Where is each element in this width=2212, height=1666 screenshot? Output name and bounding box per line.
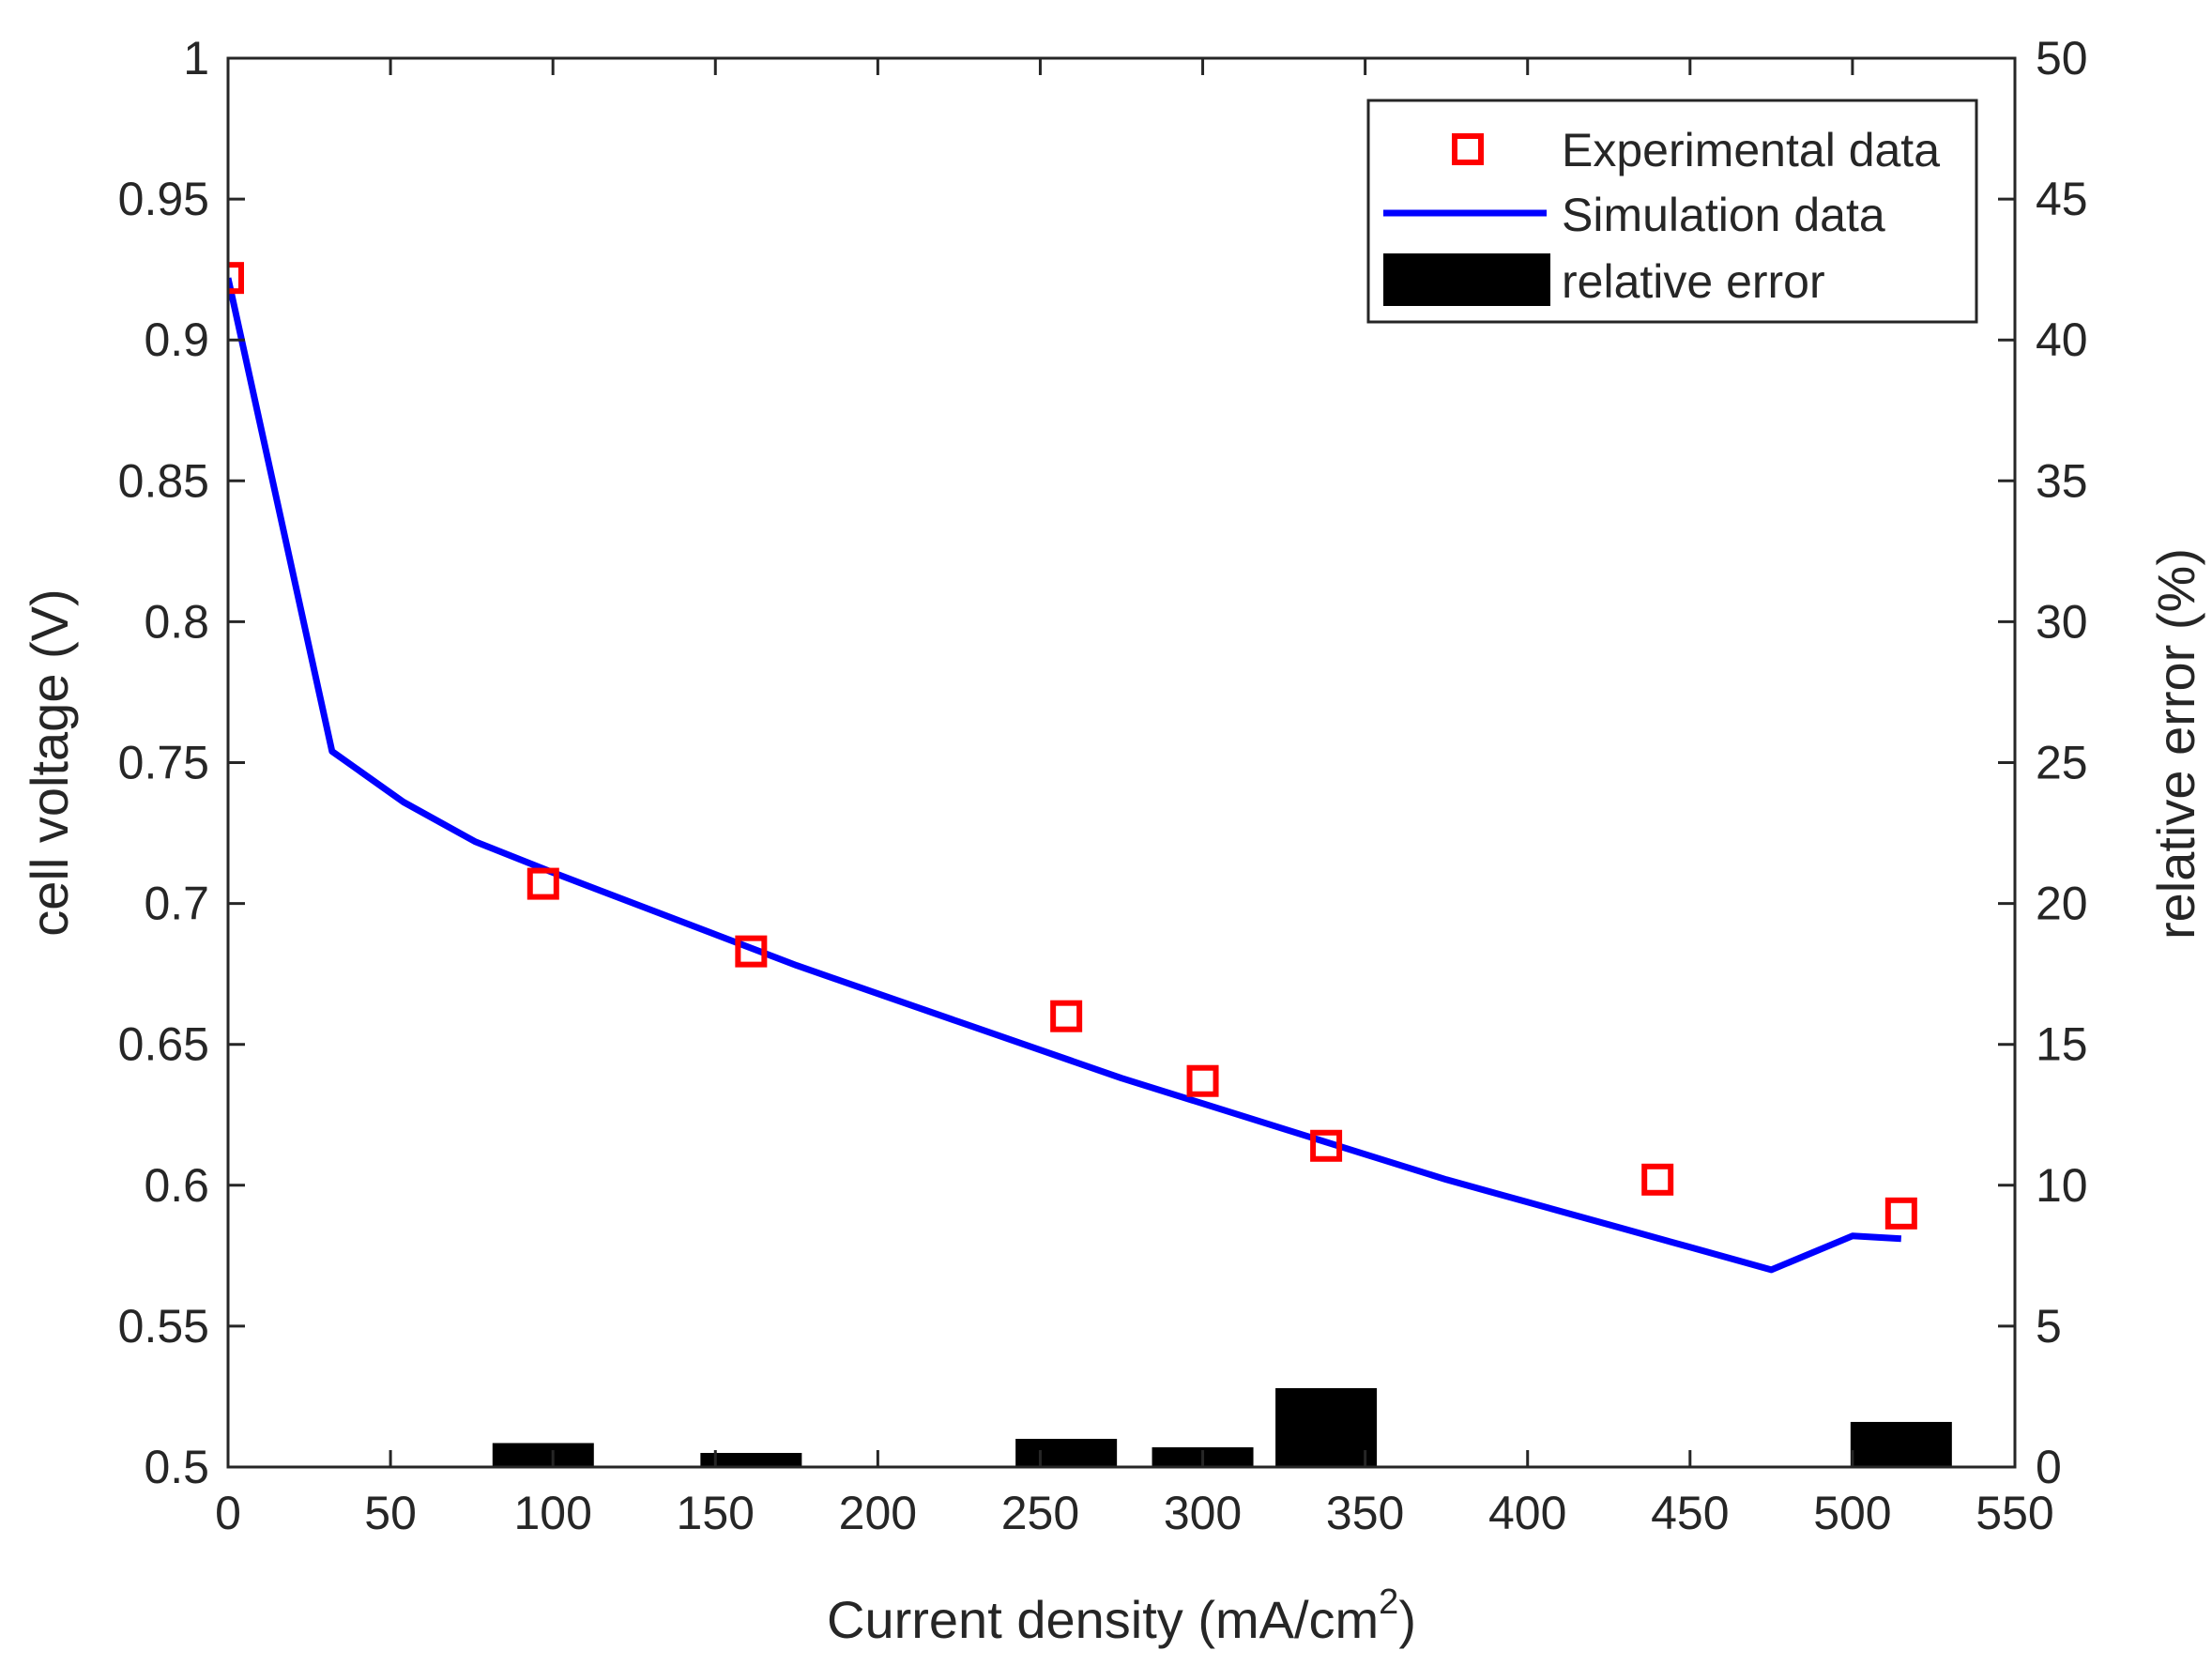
error-bar-2: [700, 1452, 802, 1467]
x-tick-label-5: 250: [1001, 1487, 1079, 1539]
y-left-tick-label-9: 0.95: [118, 173, 209, 225]
y-left-tick-label-3: 0.65: [118, 1018, 209, 1071]
y-right-tick-label-8: 40: [2036, 313, 2088, 366]
experimental-point-0: [228, 262, 244, 295]
x-tick-label-4: 200: [839, 1487, 917, 1539]
experimental-point-7: [1884, 1197, 1917, 1230]
x-tick-label-8: 400: [1488, 1487, 1566, 1539]
y-right-axis-title: relative error (%): [2146, 548, 2205, 940]
x-tick-label-3: 150: [677, 1487, 755, 1539]
legend-label-experimental: Experimental data: [1562, 124, 1940, 176]
y-left-tick-label-5: 0.75: [118, 737, 209, 789]
y-right-tick-label-4: 20: [2036, 878, 2088, 930]
y-left-axis-title: cell voltage (V): [20, 588, 79, 936]
x-tick-label-11: 550: [1976, 1487, 2053, 1539]
legend-label-error: relative error: [1562, 255, 1825, 308]
x-tick-label-10: 500: [1813, 1487, 1891, 1539]
y-right-tick-label-9: 45: [2036, 173, 2088, 225]
y-left-tick-label-1: 0.55: [118, 1300, 209, 1353]
x-tick-label-7: 350: [1326, 1487, 1404, 1539]
y-left-tick-label-10: 1: [183, 32, 209, 84]
y-left-tick-label-8: 0.9: [144, 313, 209, 366]
x-axis-title-sup: 2: [1379, 1582, 1398, 1622]
x-tick-label-1: 50: [364, 1487, 417, 1539]
experimental-point-4: [1186, 1064, 1219, 1097]
x-axis-title: Current density (mA/cm2): [827, 1582, 1416, 1649]
x-tick-label-0: 0: [215, 1487, 241, 1539]
y-left-tick-label-7: 0.85: [118, 454, 209, 507]
y-right-tick-label-3: 15: [2036, 1018, 2088, 1071]
error-bar-1: [492, 1443, 594, 1467]
legend-label-simulation: Simulation data: [1562, 189, 1885, 241]
x-axis-title-main: Current density (mA/cm: [827, 1590, 1379, 1649]
y-left-tick-label-6: 0.8: [144, 595, 209, 648]
y-right-tick-label-7: 35: [2036, 454, 2088, 507]
x-tick-label-2: 100: [513, 1487, 591, 1539]
experimental-point-3: [1050, 1000, 1083, 1032]
experimental-point-6: [1641, 1163, 1674, 1196]
experimental-point-2: [735, 935, 768, 968]
error-bar-3: [1015, 1438, 1118, 1467]
simulation-line: [228, 277, 1902, 1274]
experimental-point-1: [526, 867, 559, 900]
error-bar-7: [1850, 1421, 1952, 1467]
y-left-tick-label-2: 0.6: [144, 1159, 209, 1212]
y-right-tick-label-1: 5: [2036, 1300, 2062, 1353]
y-right-tick-label-5: 25: [2036, 737, 2088, 789]
x-tick-label-9: 450: [1651, 1487, 1729, 1539]
y-right-tick-label-6: 30: [2036, 595, 2088, 648]
legend-marker-experimental: [1452, 133, 1484, 165]
x-axis-title-end: ): [1398, 1590, 1416, 1649]
error-bar-5: [1275, 1387, 1378, 1467]
y-right-tick-label-0: 0: [2036, 1441, 2062, 1493]
legend-swatch-error: [1383, 253, 1550, 306]
y-left-tick-label-4: 0.7: [144, 878, 209, 930]
y-right-tick-label-10: 50: [2036, 32, 2088, 84]
experimental-point-5: [1310, 1129, 1343, 1162]
y-right-tick-label-2: 10: [2036, 1159, 2088, 1212]
x-tick-label-6: 300: [1164, 1487, 1242, 1539]
y-left-tick-label-0: 0.5: [144, 1441, 209, 1493]
